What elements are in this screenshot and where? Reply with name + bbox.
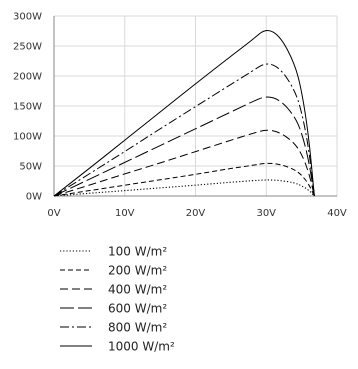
series-line-2 [53,129,315,197]
y-tick-label: 0W [26,192,42,203]
series-line-1 [53,162,315,197]
grid-layer [53,15,338,197]
y-tick-label: 50W [19,162,42,173]
series-line-4 [53,63,315,197]
y-tick-label: 100W [13,132,42,143]
x-tick-label: 30V [256,208,276,219]
x-tick-label: 40V [327,208,347,219]
x-tick-label: 0V [47,208,60,219]
legend-label: 400 W/m² [108,283,167,297]
legend-label: 200 W/m² [108,264,167,278]
legend-label: 1000 W/m² [108,340,175,354]
legend-label: 800 W/m² [108,321,167,335]
legend-label: 600 W/m² [108,302,167,316]
x-tick-label: 10V [115,208,135,219]
y-tick-label: 150W [13,102,42,113]
legend-label: 100 W/m² [108,245,167,259]
series-layer [53,29,315,197]
y-tick-label: 300W [13,12,42,23]
y-tick-label: 250W [13,42,42,53]
axis-layer: 0V 10V 20V 30V 40V 0W 50W 100W 150W 200W 250W 300W [13,12,347,220]
series-line-0 [53,179,315,197]
series-line-5 [53,29,315,197]
x-tick-label: 20V [186,208,206,219]
y-tick-label: 200W [13,72,42,83]
series-line-3 [53,96,315,197]
legend: 100 W/m² 200 W/m² 400 W/m² 600 W/m² 800 W/m²… [60,245,175,354]
